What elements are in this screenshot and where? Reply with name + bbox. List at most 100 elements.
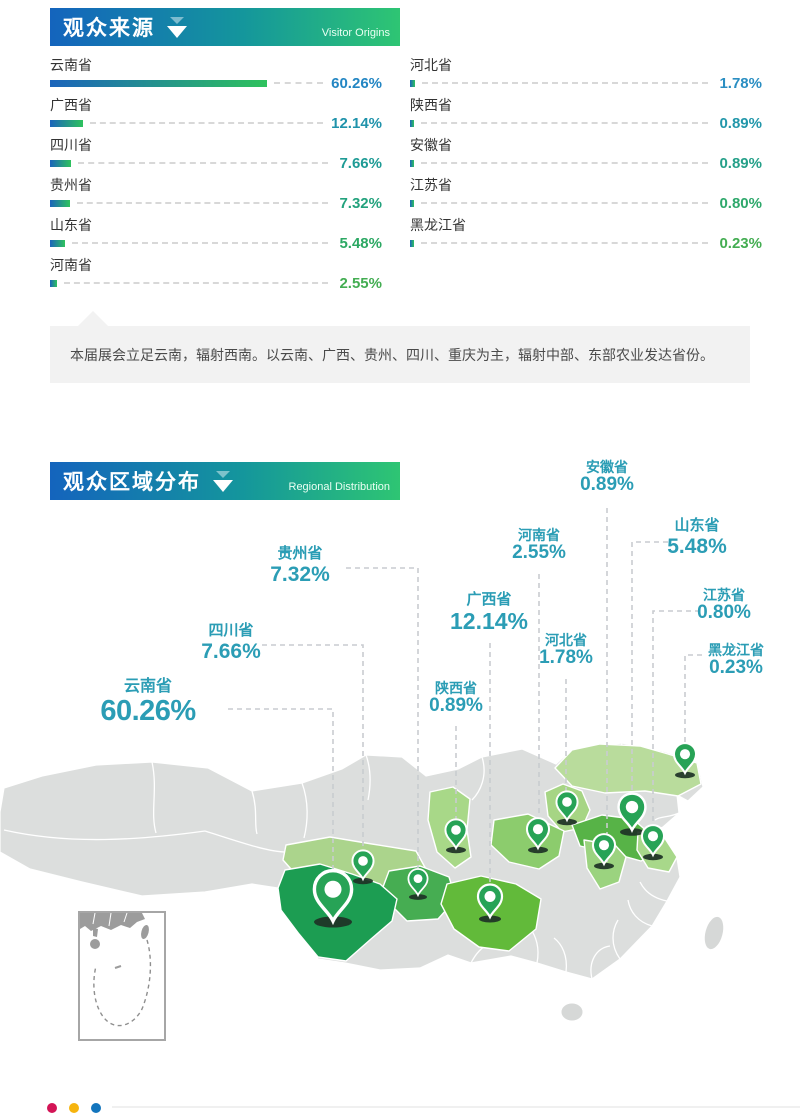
leader-yunnan [228,708,334,918]
province-label: 广西省 [50,97,92,113]
bar-row: 江苏省 0.80% [410,176,762,216]
visitor-origins-title: 观众来源 [63,17,155,40]
map-label-heilongjiang: 黑龙江省 0.23% [708,642,764,679]
province-label: 河南省 [50,257,92,273]
map-label-shaanxi: 陕西省 0.89% [429,680,483,717]
island-hainan [560,1002,584,1022]
province-label: 云南省 [50,57,92,73]
province-label: 黑龙江省 [410,217,466,233]
dash-line [274,82,324,84]
dash-line [421,202,708,204]
pct-value: 1.78% [719,74,762,92]
bar [410,79,415,87]
small-triangle-icon [216,470,230,478]
leader-heilongjiang [684,654,702,771]
leader-shandong [631,541,668,828]
inset-map [80,912,152,1027]
bar [410,239,414,247]
dash-line [421,242,708,244]
leader-lines [228,508,702,918]
province-label: 江苏省 [410,177,452,193]
bar-row: 广西省 12.14% [50,96,382,136]
map-label-anhui: 安徽省 0.89% [580,459,634,496]
bar [50,79,267,87]
regional-distribution-title: 观众区域分布 [63,471,201,494]
double-down-triangle-icon [213,470,233,492]
nine-dash-line [93,939,152,1027]
pin-shadows [314,771,695,928]
pct-value: 0.23% [719,234,762,252]
small-triangle-icon [170,16,184,24]
dash-line [90,122,324,124]
visitor-origins-subtitle: Visitor Origins [321,27,390,39]
bar [50,199,70,207]
province-label: 陕西省 [410,97,452,113]
bar-row: 河北省 1.78% [410,56,762,96]
bar [50,239,65,247]
origins-bar-column-left: 云南省 60.26% 广西省 12.14% 四川省 7.66% 贵州省 7.32… [50,56,382,296]
bar-row: 山东省 5.48% [50,216,382,256]
pct-value: 0.89% [719,154,762,172]
dash-line [72,242,328,244]
map-label-hebei: 河北省 1.78% [539,632,593,669]
south-china-sea-inset [78,911,166,1041]
bar [410,159,414,167]
dash-line [64,282,328,284]
province-label: 山东省 [50,217,92,233]
bar [50,159,71,167]
pct-value: 2.55% [339,274,382,292]
bar-row: 云南省 60.26% [50,56,382,96]
leader-sichuan [262,644,364,877]
map-label-henan: 河南省 2.55% [512,527,566,564]
dot-blue [91,1103,101,1113]
pct-value: 0.80% [719,194,762,212]
dash-line [421,162,708,164]
dash-line [78,162,328,164]
map-label-jiangsu: 江苏省 0.80% [697,587,751,624]
pct-value: 5.48% [339,234,382,252]
province-heilongjiang [554,743,702,797]
bar-row: 陕西省 0.89% [410,96,762,136]
bar-row: 安徽省 0.89% [410,136,762,176]
bar [50,119,83,127]
inset-taiwan [141,924,149,940]
bar [50,279,57,287]
province-label: 安徽省 [410,137,452,153]
province-label: 贵州省 [50,177,92,193]
bar [410,199,414,207]
inset-leizhou [93,928,98,937]
island-taiwan [703,915,725,951]
leader-guizhou [346,567,419,894]
note-text: 本届展会立足云南，辐射西南。以云南、广西、贵州、四川、重庆为主，辐射中部、东部农… [70,346,714,363]
province-label: 四川省 [50,137,92,153]
pct-value: 12.14% [331,114,382,132]
footer-dots [47,1103,101,1113]
province-label: 河北省 [410,57,452,73]
pct-value: 0.89% [719,114,762,132]
china-map [0,508,725,1022]
map-label-guangxi: 广西省 12.14% [449,591,529,634]
note-tail [78,311,108,326]
bar-row: 河南省 2.55% [50,256,382,296]
dot-yellow [69,1103,79,1113]
bar-row: 黑龙江省 0.23% [410,216,762,256]
map-label-shandong: 山东省 5.48% [667,517,727,558]
large-triangle-icon [167,25,187,38]
double-down-triangle-icon [167,16,187,38]
bar-row: 四川省 7.66% [50,136,382,176]
bar [410,119,414,127]
dash-line [421,122,708,124]
origins-bar-column-right: 河北省 1.78% 陕西省 0.89% 安徽省 0.89% 江苏省 0.80% … [410,56,762,256]
map-label-guizhou: 贵州省 7.32% [270,545,330,586]
pct-value: 7.32% [339,194,382,212]
visitor-origins-header: 观众来源 Visitor Origins [50,8,400,46]
map-label-sichuan: 四川省 7.66% [201,622,261,663]
pct-value: 7.66% [339,154,382,172]
map-label-yunnan: 云南省 60.26% [100,678,196,727]
regional-distribution-subtitle: Regional Distribution [288,481,391,493]
dot-red [47,1103,57,1113]
inset-hainan [90,939,100,949]
note-box: 本届展会立足云南，辐射西南。以云南、广西、贵州、四川、重庆为主，辐射中部、东部农… [50,311,750,383]
dash-line [422,82,708,84]
